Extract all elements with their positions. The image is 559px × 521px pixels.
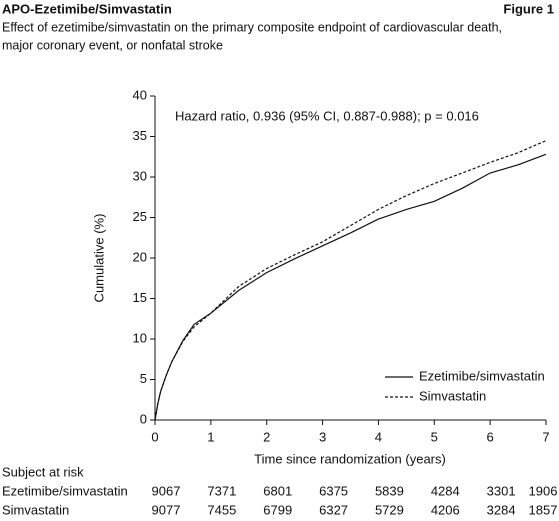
y-tick-label: 30 (133, 168, 147, 183)
x-tick-label: 0 (151, 429, 158, 444)
x-tick-label: 4 (375, 429, 382, 444)
risk-value: 6799 (263, 502, 292, 517)
risk-value: 5839 (375, 483, 404, 498)
risk-value: 7455 (207, 502, 236, 517)
risk-table-title: Subject at risk (2, 464, 84, 479)
y-tick-label: 25 (133, 209, 147, 224)
y-tick-label: 35 (133, 128, 147, 143)
y-axis-label: Cumulative (%) (91, 214, 106, 303)
chart-title: APO-Ezetimibe/Simvastatin (2, 1, 172, 16)
series-line (154, 140, 547, 421)
risk-row-label: Simvastatin (2, 502, 69, 517)
risk-value: 4284 (431, 483, 460, 498)
y-tick-label: 5 (140, 371, 147, 386)
risk-value: 5729 (375, 502, 404, 517)
y-tick-label: 40 (133, 87, 147, 102)
subtitle: Effect of ezetimibe/simvastatin on the p… (2, 20, 502, 34)
annotation: Hazard ratio, 0.936 (95% CI, 0.887-0.988… (175, 108, 479, 123)
x-tick-label: 5 (431, 429, 438, 444)
risk-value: 7371 (207, 483, 236, 498)
x-tick-label: 6 (487, 429, 494, 444)
risk-value: 6375 (319, 483, 348, 498)
series-line (154, 153, 547, 421)
figure-label: Figure 1 (503, 1, 554, 16)
risk-value: 9077 (152, 502, 181, 517)
x-tick-label: 2 (263, 429, 270, 444)
x-tick-label: 7 (542, 429, 549, 444)
risk-row-label: Ezetimibe/simvastatin (2, 483, 128, 498)
risk-value: 3284 (487, 502, 516, 517)
risk-value: 6801 (263, 483, 292, 498)
y-tick-label: 15 (133, 290, 147, 305)
risk-value: 1906 (529, 483, 558, 498)
legend-label: Ezetimibe/simvastatin (419, 368, 545, 383)
y-tick-label: 10 (133, 330, 147, 345)
legend-label: Simvastatin (419, 388, 486, 403)
risk-value: 3301 (487, 483, 516, 498)
y-tick-label: 20 (133, 249, 147, 264)
risk-value: 9067 (152, 483, 181, 498)
risk-value: 4206 (431, 502, 460, 517)
y-tick-label: 0 (140, 411, 147, 426)
x-axis-label: Time since randomization (years) (254, 451, 446, 466)
risk-value: 6327 (319, 502, 348, 517)
risk-value: 1857 (529, 502, 558, 517)
subtitle: major coronary event, or nonfatal stroke (2, 38, 223, 52)
x-tick-label: 3 (319, 429, 326, 444)
x-tick-label: 1 (207, 429, 214, 444)
